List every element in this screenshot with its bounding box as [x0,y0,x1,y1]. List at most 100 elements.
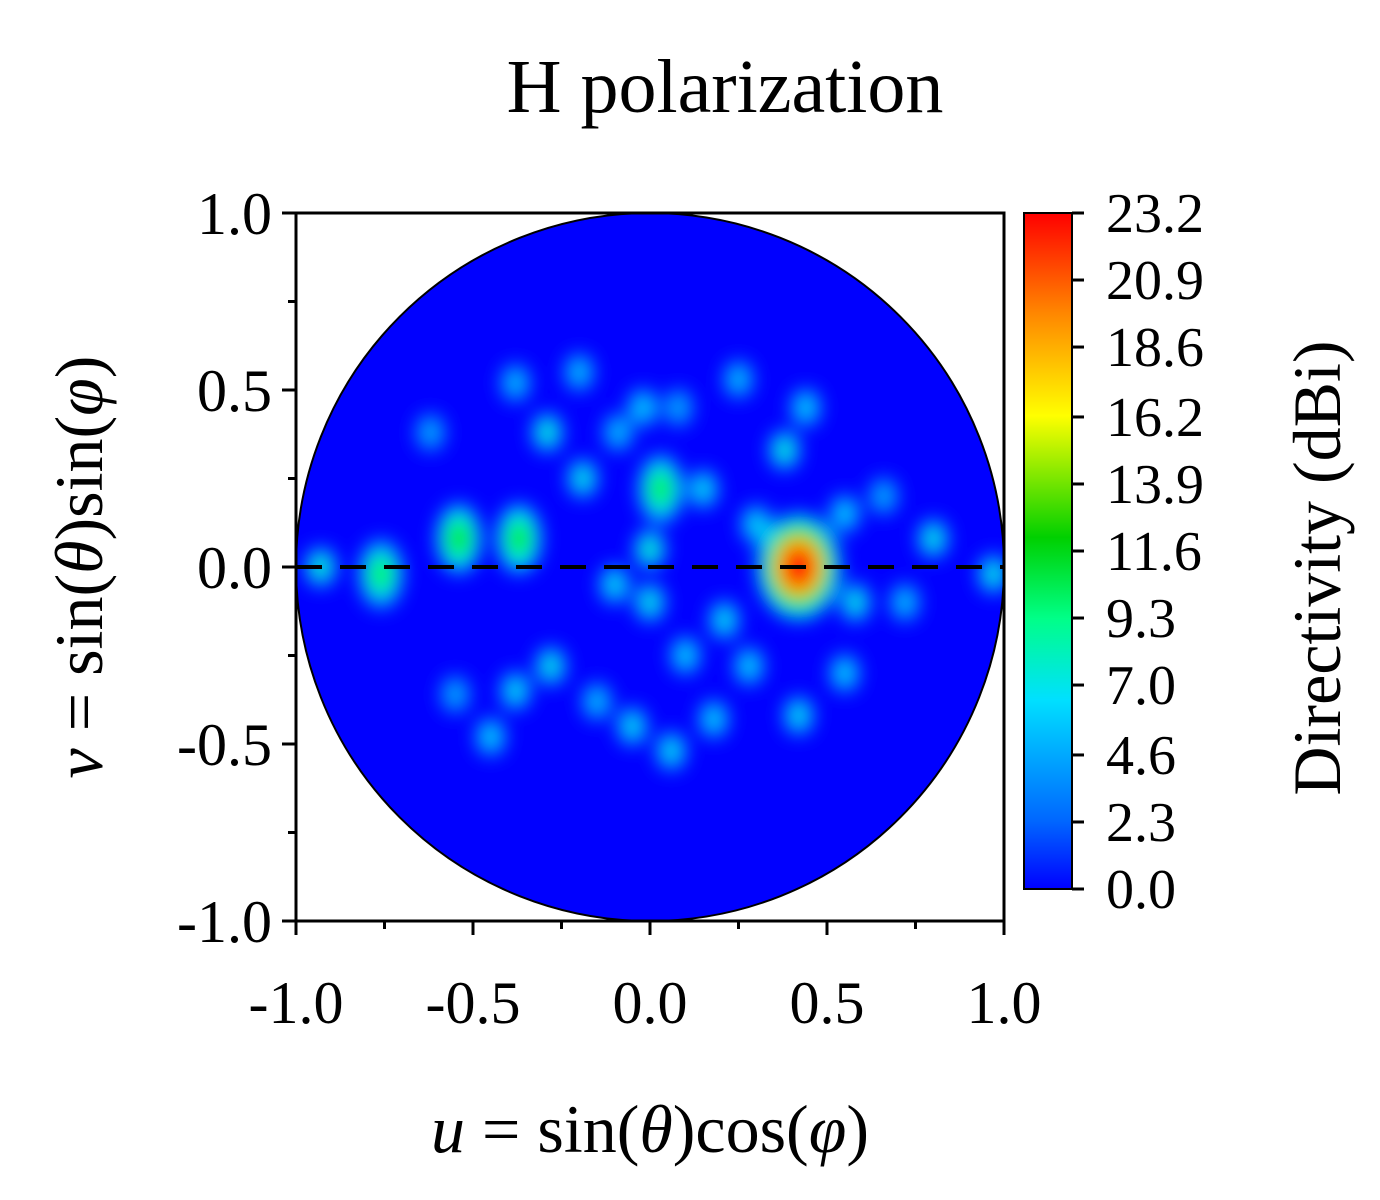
hotspot-level [572,363,586,381]
x-tick-label: -1.0 [249,970,344,1036]
chart-title: H polarization [507,45,944,129]
hotspot [435,502,483,576]
hotspot-level [636,399,650,417]
hotspot-level [696,480,710,498]
hotspot-level [671,399,685,417]
hotspot [685,467,721,511]
hotspot [579,679,615,724]
hotspot [530,410,565,455]
hotspot-level [898,594,912,611]
hotspot-level [717,611,731,629]
hotspot [915,516,951,561]
hotspot [600,410,636,455]
hotspot-level [607,576,622,594]
heatmap-disk [295,212,1005,922]
hotspot [887,580,923,625]
hotspot-level [576,470,590,487]
hotspot [473,715,508,759]
hotspot-level [371,560,391,589]
colorbar-tick-label: 16.2 [1106,387,1204,449]
hotspot-level [838,505,852,523]
hotspot [788,385,824,430]
hotspot-level [509,524,529,553]
y-tick-label: 1.0 [197,181,272,247]
hotspot-level [625,717,639,735]
hotspot [838,580,873,625]
y-tick-label: -1.0 [177,889,272,955]
hotspot [495,502,543,576]
hotspot-level [678,647,693,664]
hotspot [561,350,597,395]
hotspot [615,704,650,749]
colorbar-tick-label: 7.0 [1106,655,1176,717]
colorbar-tick-label: 2.3 [1106,792,1176,854]
hotspot-level [749,516,763,533]
colorbar-label: Directivity (dBi) [1279,340,1355,795]
colorbar-tick-label: 18.6 [1106,317,1204,379]
hotspot [413,410,448,455]
hotspot-layer [303,350,1004,773]
hotspot-level [611,424,625,441]
hotspot [767,428,802,473]
y-axis-label: v = sin(θ)sin(φ) [41,356,117,779]
hotspot-level [651,475,670,504]
hotspot [653,729,689,773]
hotspot [696,697,732,742]
hotspot-level [643,540,657,558]
colorbar-tick-label: 13.9 [1106,454,1204,516]
hotspot [636,452,685,526]
hotspot [438,672,473,717]
hotspot [731,644,767,688]
hotspot [827,492,862,536]
hotspot [866,474,901,519]
hotspot-level [838,664,852,682]
hotspot-level [540,424,554,441]
hotspot-level [544,657,558,675]
y-tick-label: 0.5 [197,358,272,424]
hotspot [668,633,703,678]
hotspot-level [742,657,756,675]
hotspot [565,456,601,501]
y-tick-label: -0.5 [177,712,272,778]
hotspot-level [484,728,498,746]
hotspot-level [876,487,891,505]
colorbar: 23.220.918.616.213.911.69.37.04.62.30.0 … [1023,183,1355,921]
x-tick-label: 0.0 [613,970,688,1036]
colorbar-tick-label: 20.9 [1106,250,1204,312]
colorbar-ticks: 23.220.918.6 16.213.911.69.37.0 4.62.30.0 [1072,183,1204,921]
hotspot-level [508,682,523,700]
hotspot-level [449,524,468,553]
axis-ticks: -1.0 -0.5 0.0 0.5 1.0 1.0 0.5 0.0 -0.5 -1.0 [177,181,1041,1036]
hotspot-level [986,565,1001,583]
hotspot [632,580,668,625]
hotspot [632,527,668,572]
hotspot-level [448,686,462,703]
colorbar-tick-label: 4.6 [1106,725,1176,787]
hotspot [781,693,816,738]
colorbar-tick-label: 9.3 [1106,588,1176,650]
hotspot-level [799,399,813,417]
y-tick-label: 0.0 [197,535,272,601]
colorbar-tick-label: 11.6 [1106,521,1202,583]
hotspot [498,669,533,713]
x-tick-label: 1.0 [967,970,1042,1036]
x-tick-label: 0.5 [790,970,865,1036]
colorbar-gradient [1023,212,1073,890]
hotspot-level [926,530,940,548]
hotspot-level [590,693,604,710]
hotspot [661,385,696,430]
hotspot-level [423,424,438,441]
hotspot [597,562,632,607]
colorbar-tick-label: 23.2 [1106,183,1204,245]
hotspot-level [731,370,746,388]
hotspot-level [643,594,657,611]
x-axis-label: u = sin(θ)cos(φ) [431,1091,869,1167]
hotspot [827,651,862,696]
x-tick-label: -0.5 [426,970,521,1036]
hotspot-level [792,707,806,725]
hotspot-level [508,374,523,392]
hotspot [357,537,405,611]
colorbar-tick-label: 0.0 [1106,859,1176,921]
hotspot [533,644,569,688]
